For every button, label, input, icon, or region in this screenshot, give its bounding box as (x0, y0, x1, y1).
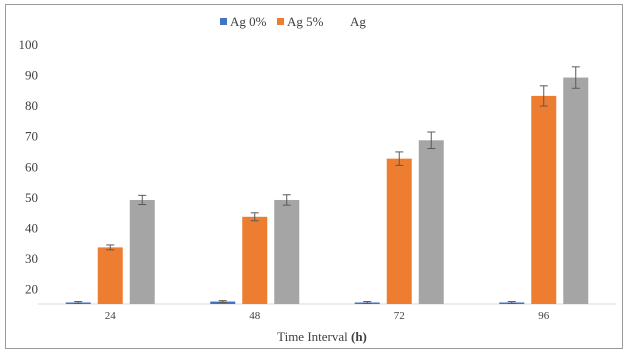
y-tick-label: 30 (25, 251, 38, 266)
bar-ag-72 (418, 140, 444, 304)
x-axis-categories: 24 48 72 96 (105, 310, 550, 322)
y-tick-label: 100 (19, 37, 39, 52)
bar-ag-48 (274, 199, 300, 304)
x-axis-title-prefix: Time Interval (277, 329, 351, 344)
legend-label: Ag (350, 14, 366, 29)
bar-ag-96 (563, 77, 589, 304)
bars-group (65, 77, 589, 304)
bar-ag-5--48 (242, 216, 268, 304)
x-axis-title: Time Interval (h) (277, 329, 367, 344)
x-tick-label: 72 (394, 310, 405, 322)
y-tick-label: 70 (25, 129, 38, 144)
bar-ag-24 (129, 199, 155, 304)
legend-swatch (277, 18, 284, 25)
legend-label: Ag 0% (230, 14, 267, 29)
bar-ag-5--24 (97, 247, 123, 304)
y-tick-label: 20 (25, 282, 38, 297)
y-tick-label: 60 (25, 159, 38, 174)
bar-ag-5--72 (386, 158, 412, 304)
legend: Ag 0% Ag 5% Ag (220, 14, 366, 29)
x-tick-label: 24 (105, 310, 117, 322)
legend-swatch (220, 18, 227, 25)
bar-ag-5--96 (531, 95, 557, 304)
legend-label: Ag 5% (287, 14, 324, 29)
y-tick-label: 40 (25, 221, 38, 236)
y-tick-label: 80 (25, 98, 38, 113)
x-tick-label: 96 (538, 310, 550, 322)
y-axis-ticks: 100 90 80 70 60 50 40 30 20 (19, 37, 39, 297)
x-tick-label: 48 (249, 310, 261, 322)
y-tick-label: 90 (25, 68, 38, 83)
x-axis-title-unit: (h) (351, 329, 367, 344)
error-bars-group (74, 66, 580, 304)
y-tick-label: 50 (25, 190, 38, 205)
